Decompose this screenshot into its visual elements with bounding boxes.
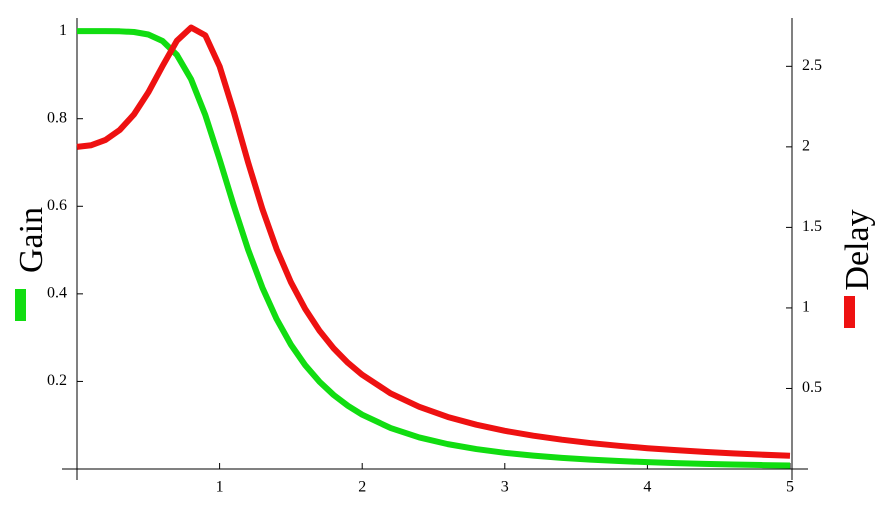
y2-tick-label: 2.5 xyxy=(802,57,822,74)
series-line xyxy=(76,24,791,459)
y-axis-label: Gain xyxy=(13,207,50,273)
delay-label-group: Delay xyxy=(839,209,876,290)
x-tick-label: 2 xyxy=(358,479,366,496)
y2-tick-label: 2 xyxy=(802,138,810,155)
gain-label-group: Gain xyxy=(13,207,50,273)
legend-swatch xyxy=(844,296,855,328)
y-tick-label: 0.2 xyxy=(47,372,67,389)
legend-swatch xyxy=(15,289,26,321)
y-tick-label: 0.8 xyxy=(47,109,67,126)
y2-tick-label: 1.5 xyxy=(802,218,822,235)
y2-tick-label: 1 xyxy=(802,299,810,316)
x-tick-label: 1 xyxy=(216,479,224,496)
y2-axis-label: Delay xyxy=(839,209,876,290)
y2-tick-label: 0.5 xyxy=(802,379,822,396)
y-tick-label: 0.4 xyxy=(47,285,67,302)
x-tick-label: 5 xyxy=(786,479,794,496)
x-tick-label: 3 xyxy=(501,479,509,496)
y-tick-label: 1 xyxy=(59,22,67,39)
series-line xyxy=(77,28,791,469)
y-tick-label: 0.6 xyxy=(47,197,67,214)
x-tick-label: 4 xyxy=(643,479,651,496)
